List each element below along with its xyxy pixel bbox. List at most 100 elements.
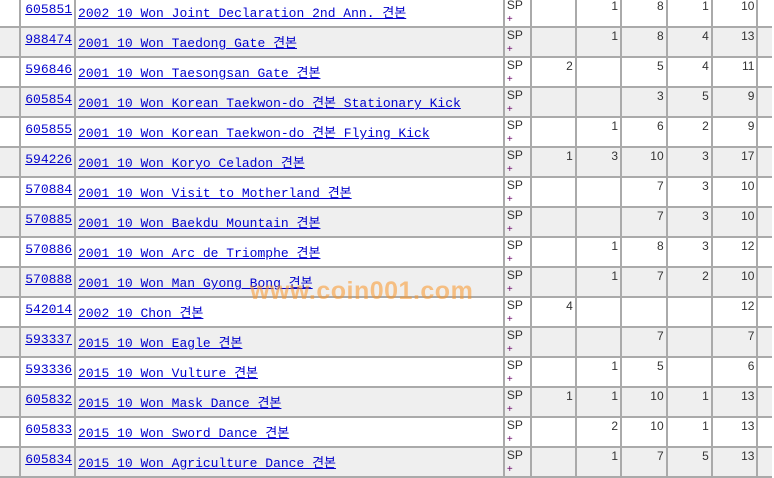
blank-cell (0, 0, 22, 28)
count-c2: 1 (574, 386, 623, 418)
grade-label: SP (506, 148, 523, 162)
name-link[interactable]: 2002 10 Won Joint Declaration 2nd Ann. 견… (78, 6, 407, 21)
blank-cell (0, 386, 22, 418)
count-total: 11 (710, 56, 759, 88)
name-link[interactable]: 2015 10 Won Eagle 견본 (78, 336, 243, 351)
count-c1: 4 (529, 296, 577, 328)
name-link[interactable]: 2001 10 Won Korean Taekwon-do 견본 Station… (78, 96, 461, 111)
grade-label: SP (506, 238, 523, 252)
id-link[interactable]: 596846 (25, 62, 73, 77)
name-link[interactable]: 2015 10 Won Vulture 견본 (78, 366, 258, 381)
name-link[interactable]: 2001 10 Won Man Gyong Bong 견본 (78, 276, 313, 291)
blank-cell (756, 206, 772, 238)
grade-plus: + (506, 404, 513, 415)
blank-cell (756, 236, 772, 268)
count-c3: 8 (620, 0, 668, 28)
id-cell: 988474 (19, 26, 77, 58)
count-c1 (529, 0, 577, 28)
id-link[interactable]: 605855 (25, 122, 73, 137)
blank-cell (756, 86, 772, 118)
table-row: 605854 2001 10 Won Korean Taekwon-do 견본 S… (0, 86, 772, 118)
grade-label: SP (506, 358, 523, 372)
name-link[interactable]: 2001 10 Won Baekdu Mountain 견본 (78, 216, 321, 231)
name-cell: 2001 10 Won Visit to Motherland 견본 (74, 176, 505, 208)
grade-plus: + (506, 74, 513, 85)
grade-plus: + (506, 164, 513, 175)
name-link[interactable]: 2001 10 Won Visit to Motherland 견본 (78, 186, 352, 201)
count-c4: 5 (665, 446, 713, 478)
name-link[interactable]: 2015 10 Won Agriculture Dance 견본 (78, 456, 337, 471)
blank-cell (0, 86, 22, 118)
count-c4 (665, 326, 713, 358)
id-cell: 605833 (19, 416, 77, 448)
count-c4: 3 (665, 146, 713, 178)
count-c2 (574, 176, 623, 208)
grade-cell: SP + (502, 0, 532, 28)
name-link[interactable]: 2002 10 Chon 견본 (78, 306, 204, 321)
blank-cell (756, 176, 772, 208)
blank-cell (756, 26, 772, 58)
name-link[interactable]: 2001 10 Won Taesongsan Gate 견본 (78, 66, 321, 81)
count-c4: 3 (665, 206, 713, 238)
id-link[interactable]: 570888 (25, 272, 73, 287)
count-c2 (574, 86, 623, 118)
count-c2: 3 (574, 146, 623, 178)
grade-plus: + (506, 104, 513, 115)
name-link[interactable]: 2001 10 Won Korean Taekwon-do 견본 Flying … (78, 126, 430, 141)
table-row: 570888 2001 10 Won Man Gyong Bong 견본 SP +1 7… (0, 266, 772, 298)
grade-cell: SP + (502, 116, 532, 148)
grade-cell: SP + (502, 176, 532, 208)
count-c1 (529, 326, 577, 358)
id-link[interactable]: 594226 (25, 152, 73, 167)
count-c3: 7 (620, 446, 668, 478)
blank-cell (756, 446, 772, 478)
id-link[interactable]: 605833 (25, 422, 73, 437)
id-link[interactable]: 593336 (25, 362, 73, 377)
id-link[interactable]: 605832 (25, 392, 73, 407)
name-link[interactable]: 2001 10 Won Koryo Celadon 견본 (78, 156, 305, 171)
blank-cell (0, 116, 22, 148)
name-link[interactable]: 2001 10 Won Arc de Triomphe 견본 (78, 246, 321, 261)
id-link[interactable]: 542014 (25, 302, 73, 317)
blank-cell (0, 356, 22, 388)
name-link[interactable]: 2015 10 Won Mask Dance 견본 (78, 396, 282, 411)
count-c4: 4 (665, 56, 713, 88)
id-link[interactable]: 988474 (25, 32, 73, 47)
id-cell: 570885 (19, 206, 77, 238)
count-total: 10 (710, 0, 759, 28)
id-link[interactable]: 570886 (25, 242, 73, 257)
grade-cell: SP + (502, 326, 532, 358)
id-link[interactable]: 570885 (25, 212, 73, 227)
grade-cell: SP + (502, 26, 532, 58)
count-c1 (529, 176, 577, 208)
grade-plus: + (506, 14, 513, 25)
grade-plus: + (506, 314, 513, 325)
count-c3: 6 (620, 116, 668, 148)
id-link[interactable]: 593337 (25, 332, 73, 347)
count-c1 (529, 116, 577, 148)
blank-cell (756, 416, 772, 448)
id-link[interactable]: 570884 (25, 182, 73, 197)
name-link[interactable]: 2001 10 Won Taedong Gate 견본 (78, 36, 297, 51)
id-cell: 605854 (19, 86, 77, 118)
name-link[interactable]: 2015 10 Won Sword Dance 견본 (78, 426, 290, 441)
count-c4: 1 (665, 416, 713, 448)
id-cell: 605834 (19, 446, 77, 478)
count-c1 (529, 26, 577, 58)
count-c3: 10 (620, 416, 668, 448)
id-link[interactable]: 605834 (25, 452, 73, 467)
count-c4: 4 (665, 26, 713, 58)
name-cell: 2001 10 Won Taesongsan Gate 견본 (74, 56, 505, 88)
table-row: 570886 2001 10 Won Arc de Triomphe 견본 SP +1… (0, 236, 772, 268)
id-cell: 542014 (19, 296, 77, 328)
count-total: 10 (710, 266, 759, 298)
grade-label: SP (506, 268, 523, 282)
id-link[interactable]: 605851 (25, 2, 73, 17)
grade-plus: + (506, 44, 513, 55)
blank-cell (0, 26, 22, 58)
count-total: 13 (710, 416, 759, 448)
count-c1 (529, 356, 577, 388)
count-c3: 7 (620, 176, 668, 208)
id-link[interactable]: 605854 (25, 92, 73, 107)
